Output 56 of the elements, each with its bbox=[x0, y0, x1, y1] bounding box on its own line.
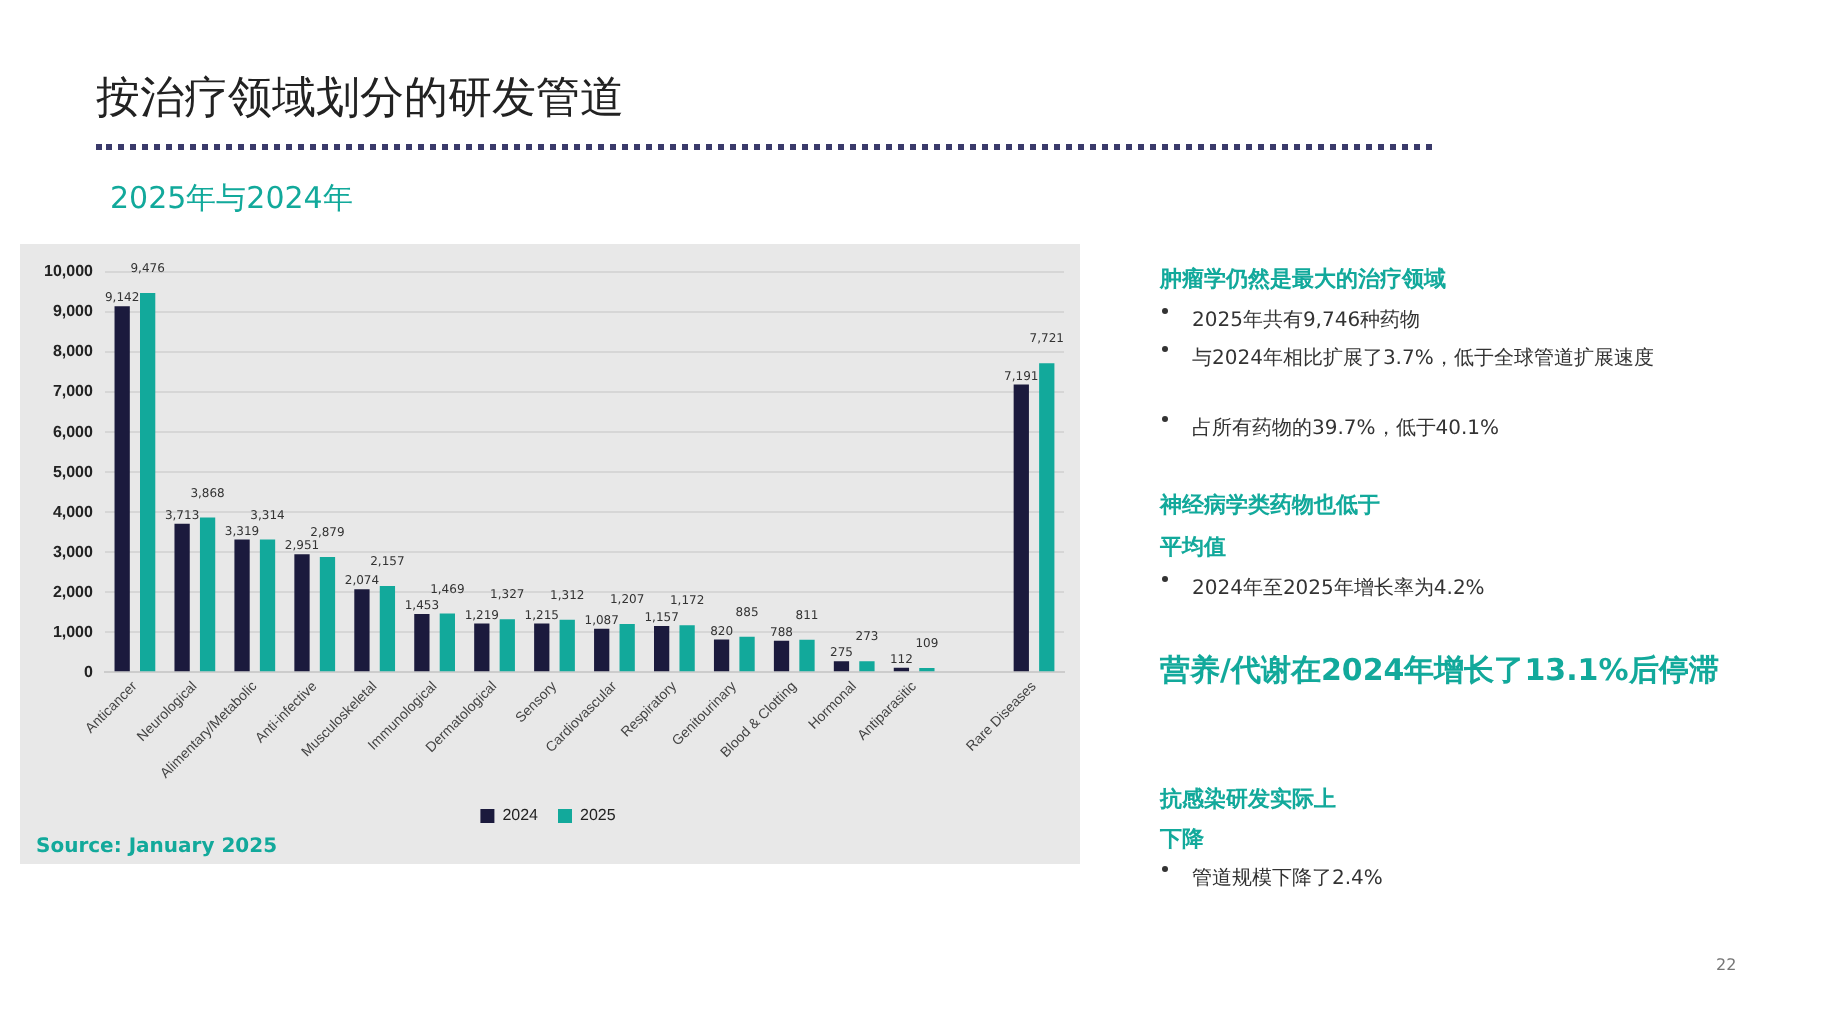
bar bbox=[534, 623, 550, 672]
y-tick-label: 2,000 bbox=[52, 582, 95, 601]
y-tick-label: 9,000 bbox=[52, 302, 95, 321]
bar bbox=[619, 623, 635, 672]
y-tick-label: 10,000 bbox=[44, 262, 95, 281]
bar bbox=[499, 619, 515, 672]
bar bbox=[319, 557, 336, 672]
bar bbox=[594, 628, 610, 672]
bar bbox=[773, 640, 790, 672]
bar bbox=[174, 523, 190, 672]
text: 平均值 bbox=[1160, 532, 1226, 562]
bar bbox=[1039, 363, 1055, 672]
bar bbox=[1013, 384, 1029, 672]
text: 抗感染研发实际上 bbox=[1160, 784, 1336, 814]
text: 管道规模下降了2.4% bbox=[1190, 865, 1383, 892]
bar bbox=[559, 619, 575, 672]
text: 营养/代谢在2024年增长了13.1%后停滞 bbox=[1160, 652, 1719, 690]
source-note: Source: January 2025 bbox=[36, 836, 278, 858]
y-tick-label: 6,000 bbox=[52, 422, 95, 441]
text: 占所有药物的39.7%，低于40.1% bbox=[1190, 415, 1500, 442]
legend-label: 2025 bbox=[580, 806, 617, 825]
text: 下降 bbox=[1160, 824, 1204, 854]
bar bbox=[199, 517, 216, 672]
bar bbox=[140, 292, 156, 672]
bar bbox=[739, 636, 755, 672]
y-tick-label: 0 bbox=[84, 662, 95, 681]
text: 22 bbox=[1716, 956, 1737, 974]
chart-title: 按治疗领域划分的研发管道 bbox=[96, 72, 624, 128]
bar bbox=[354, 589, 370, 672]
chart-subtitle: 2025年与2024年 bbox=[110, 180, 353, 218]
y-tick-label: 7,000 bbox=[52, 382, 95, 401]
y-tick-label: 8,000 bbox=[52, 342, 95, 361]
bar bbox=[474, 623, 490, 672]
bar bbox=[259, 539, 276, 672]
bar bbox=[679, 625, 695, 672]
legend-label: 2024 bbox=[502, 806, 540, 825]
text: 与2024年相比扩展了3.7%，低于全球管道扩展速度 bbox=[1190, 345, 1654, 372]
text: 2024年至2025年增长率为4.2% bbox=[1190, 575, 1485, 602]
bar bbox=[799, 639, 815, 672]
text: 肿瘤学仍然是最大的治疗领域 bbox=[1160, 264, 1446, 294]
bar bbox=[654, 625, 670, 672]
bar bbox=[439, 613, 455, 672]
bar bbox=[234, 539, 250, 672]
y-tick-label: 4,000 bbox=[52, 502, 95, 521]
bar bbox=[379, 585, 396, 672]
y-tick-label: 5,000 bbox=[52, 462, 95, 481]
bar bbox=[294, 554, 310, 672]
y-tick-label: 3,000 bbox=[52, 542, 95, 561]
bar bbox=[833, 661, 850, 672]
text: 神经病学类药物也低于 bbox=[1160, 490, 1380, 520]
y-tick-label: 1,000 bbox=[52, 622, 95, 641]
text: 2025年共有9,746种药物 bbox=[1190, 307, 1421, 334]
bar bbox=[713, 639, 730, 672]
bar bbox=[859, 661, 875, 672]
bar bbox=[114, 306, 130, 672]
bar bbox=[414, 614, 430, 672]
